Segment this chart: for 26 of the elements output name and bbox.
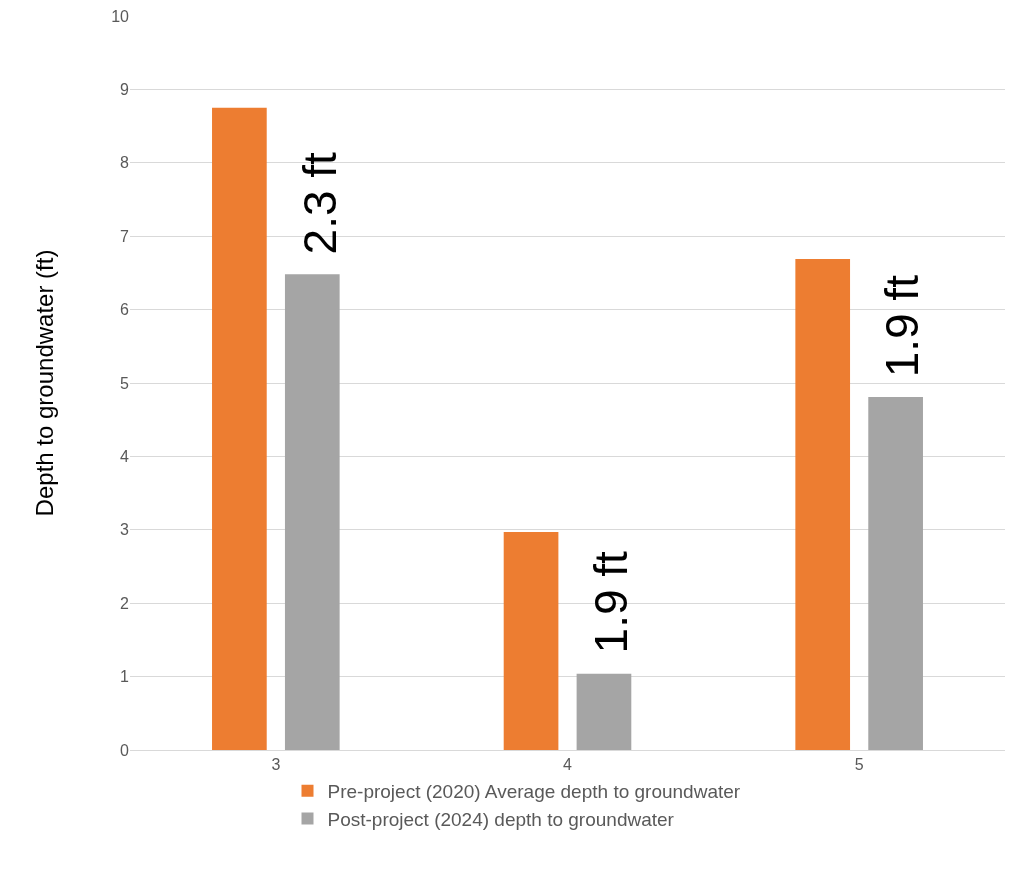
- bar: [576, 673, 632, 750]
- legend-label: Pre-project (2020) Average depth to groundwater: [327, 781, 741, 803]
- y-tick-label: 10: [111, 7, 130, 25]
- legend-label: Post-project (2024) depth to groundwater: [327, 808, 675, 830]
- y-tick-label: 8: [120, 154, 130, 172]
- y-tick-label: 2: [120, 594, 130, 612]
- annotation: 2.3 ft: [293, 151, 346, 255]
- y-axis-title: Depth to groundwater (ft): [31, 249, 59, 517]
- x-tick-label: 4: [563, 756, 573, 774]
- bar: [868, 396, 923, 750]
- y-tick-label: 7: [120, 227, 130, 245]
- x-tick-label: 3: [271, 756, 281, 774]
- bar: [212, 107, 267, 750]
- bar: [503, 532, 559, 750]
- bar: [795, 258, 851, 750]
- bar: [284, 274, 340, 750]
- y-tick-label: 5: [120, 374, 130, 392]
- y-tick-label: 1: [120, 668, 130, 686]
- y-tick-label: 6: [120, 301, 130, 319]
- x-tick-label: 5: [854, 756, 864, 774]
- annotation: 1.9 ft: [876, 274, 929, 378]
- y-tick-label: 9: [120, 81, 130, 98]
- annotation: 1.9 ft: [585, 550, 638, 654]
- y-tick-label: 0: [120, 741, 130, 759]
- y-tick-label: 3: [120, 521, 130, 539]
- y-tick-label: 4: [120, 448, 130, 465]
